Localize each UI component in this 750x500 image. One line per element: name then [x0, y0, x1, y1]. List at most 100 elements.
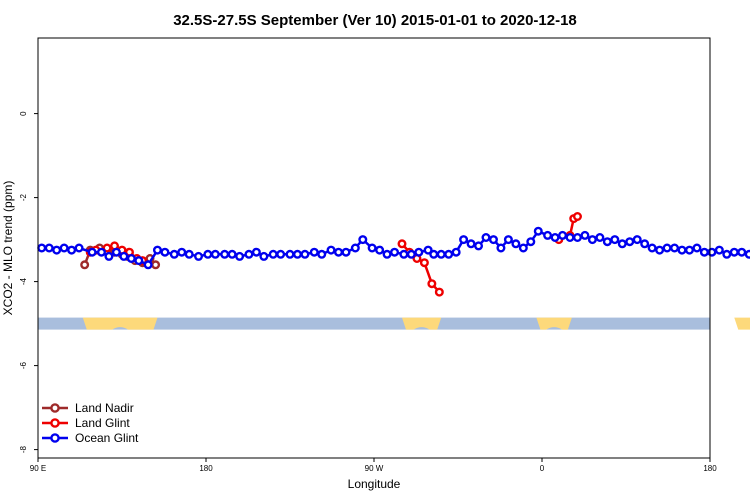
data-point — [74, 243, 84, 253]
data-point — [251, 247, 261, 257]
data-point — [436, 249, 446, 259]
data-point — [692, 243, 702, 253]
x-tick-label: 0 — [540, 464, 545, 473]
data-point — [423, 245, 433, 255]
data-point — [390, 247, 400, 257]
data-point — [119, 251, 129, 261]
data-point — [677, 245, 687, 255]
data-point — [59, 243, 69, 253]
data-point — [382, 249, 392, 259]
data-point — [496, 243, 506, 253]
data-point — [427, 279, 437, 289]
legend-item: Land Nadir — [42, 401, 134, 415]
y-tick-label: -4 — [19, 277, 28, 285]
data-point — [488, 235, 498, 245]
data-point — [134, 256, 144, 266]
data-point — [459, 235, 469, 245]
x-axis: 90 E 180 90 W 0 180 — [30, 458, 717, 473]
legend-marker — [50, 403, 60, 413]
data-point — [67, 245, 77, 255]
data-point — [511, 239, 521, 249]
data-point — [451, 247, 461, 257]
data-point — [375, 245, 385, 255]
data-point — [722, 249, 732, 259]
legend-marker — [50, 418, 60, 428]
data-point — [595, 232, 605, 242]
data-point — [44, 243, 54, 253]
data-point — [244, 249, 254, 259]
data-point — [481, 232, 491, 242]
land-segment-3 — [734, 317, 750, 330]
data-point — [526, 237, 536, 247]
data-point — [744, 249, 750, 259]
land-segment-2 — [402, 317, 442, 330]
legend-label: Land Nadir — [75, 401, 134, 415]
series-ocean-glint — [37, 226, 750, 270]
data-point — [220, 249, 230, 259]
data-point — [572, 211, 582, 221]
legend-item: Land Glint — [42, 416, 130, 430]
legend-item: Ocean Glint — [42, 431, 139, 445]
data-point — [37, 243, 47, 253]
data-point — [227, 249, 237, 259]
data-point — [434, 287, 444, 297]
data-point — [602, 237, 612, 247]
x-tick-label: 180 — [199, 464, 213, 473]
data-point — [399, 249, 409, 259]
data-point — [533, 226, 543, 236]
data-point — [276, 249, 286, 259]
data-point — [184, 249, 194, 259]
data-point — [543, 230, 553, 240]
data-point — [610, 235, 620, 245]
data-point — [259, 251, 269, 261]
land-segment-1 — [536, 317, 572, 330]
data-point — [518, 243, 528, 253]
data-point — [444, 249, 454, 259]
data-point — [126, 253, 136, 263]
x-tick-label: 180 — [703, 464, 717, 473]
data-point — [565, 232, 575, 242]
data-point — [550, 232, 560, 242]
data-point — [326, 245, 336, 255]
data-point — [729, 247, 739, 257]
data-point — [655, 245, 665, 255]
data-point — [87, 247, 97, 257]
data-point — [625, 237, 635, 247]
y-tick-label: -2 — [19, 193, 28, 201]
data-point — [632, 235, 642, 245]
data-point — [714, 245, 724, 255]
data-point — [169, 249, 179, 259]
data-point — [558, 230, 568, 240]
data-point — [194, 251, 204, 261]
data-point — [662, 243, 672, 253]
data-point — [429, 249, 439, 259]
legend-label: Ocean Glint — [75, 431, 139, 445]
data-point — [334, 247, 344, 257]
land-segment-0 — [82, 317, 158, 330]
data-point — [152, 245, 162, 255]
data-point — [203, 249, 213, 259]
data-point — [414, 247, 424, 257]
data-point — [474, 241, 484, 251]
data-point — [341, 247, 351, 257]
y-tick-label: 0 — [19, 111, 28, 116]
land-ocean-strip — [38, 317, 750, 330]
data-point — [580, 230, 590, 240]
data-point — [350, 243, 360, 253]
data-point — [235, 251, 245, 261]
data-point — [309, 247, 319, 257]
data-point — [300, 249, 310, 259]
data-point — [684, 245, 694, 255]
data-point — [104, 251, 114, 261]
chart-title: 32.5S-27.5S September (Ver 10) 2015-01-0… — [173, 12, 577, 29]
data-point — [177, 247, 187, 257]
data-point — [572, 232, 582, 242]
x-axis-label: Longitude — [348, 477, 401, 491]
data-point — [80, 260, 90, 270]
data-point — [111, 247, 121, 257]
y-axis-label: XCO2 - MLO trend (ppm) — [1, 181, 15, 316]
data-point — [285, 249, 295, 259]
data-point — [737, 247, 747, 257]
